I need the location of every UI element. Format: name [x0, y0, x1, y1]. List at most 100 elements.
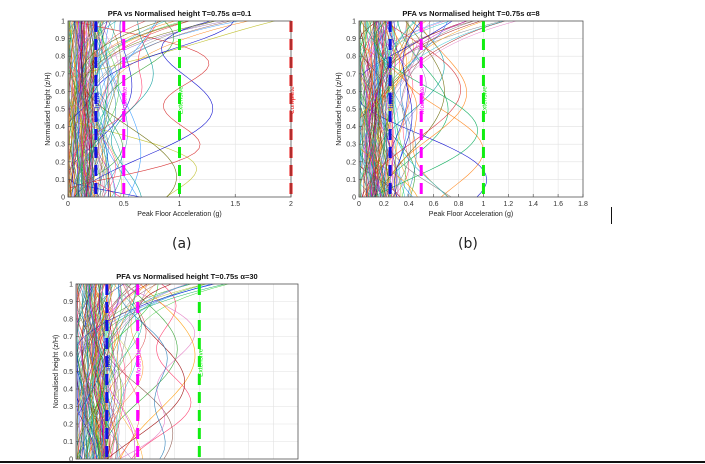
series-line	[70, 20, 81, 198]
page-bottom-rule	[0, 461, 705, 463]
series-line	[76, 284, 85, 460]
y-tick-labels: 0 0.1 0.2 0.3 0.4 0.5 0.6 0.7 0.8 0.9 1	[55, 19, 71, 202]
chart-title: PFA vs Normalised height T=0.75s α=30	[116, 272, 257, 281]
y-tick-label: 1	[61, 19, 65, 26]
series-line	[76, 283, 105, 460]
series-line	[394, 20, 422, 198]
y-tick-label: 0.1	[55, 177, 65, 184]
series-line	[79, 283, 107, 460]
limit-line-extensive: Extensive	[197, 284, 204, 459]
y-tick-label: 0.3	[63, 404, 73, 411]
series-line	[369, 20, 393, 198]
limit-line-moderate: Moderate	[122, 21, 129, 197]
series-line	[77, 20, 91, 198]
series-line	[384, 20, 409, 198]
chart-panel-1: Imme Moderate Extensive Complete00.10.20.30…	[45, 9, 296, 218]
limit-line-label: Moderate	[136, 349, 143, 377]
series-line	[74, 20, 86, 198]
series-line	[390, 20, 406, 198]
x-tick-label: 0	[357, 201, 361, 208]
y-tick-label: 0.5	[63, 369, 73, 376]
series-line	[76, 283, 94, 460]
series-line	[80, 20, 177, 198]
x-tick-label: 1.4	[528, 201, 538, 208]
series-line	[82, 20, 88, 198]
x-tick-label: 1.2	[503, 201, 513, 208]
limit-line-label: Imme	[94, 92, 101, 109]
series-line	[372, 20, 390, 198]
series-line	[94, 283, 151, 459]
series-line	[68, 20, 210, 197]
limit-line-label: Moderate	[419, 86, 426, 114]
x-tick-label: 0.8	[454, 201, 464, 208]
y-tick-label: 0.3	[55, 142, 65, 149]
limit-line-label: Imme	[105, 354, 112, 371]
series-line	[362, 20, 386, 198]
series-line	[86, 20, 95, 198]
series-line	[83, 283, 112, 460]
y-tick-label: 0.2	[55, 159, 65, 166]
series-bundle	[359, 20, 517, 198]
series-line	[96, 20, 128, 198]
x-tick-label: 1	[481, 201, 485, 208]
series-line	[374, 20, 414, 198]
series-line	[105, 20, 142, 198]
series-line	[370, 20, 393, 198]
caption-a: (a)	[172, 236, 192, 252]
y-tick-label: 0.1	[63, 439, 73, 446]
x-tick-label: 0	[66, 201, 70, 208]
series-line	[89, 20, 116, 198]
y-tick-label: 0.4	[346, 124, 356, 131]
series-line	[372, 20, 468, 198]
limit-line-moderate: Moderate	[419, 21, 426, 197]
series-line	[75, 20, 83, 198]
series-line	[90, 283, 123, 460]
series-line	[375, 20, 517, 198]
series-line	[90, 283, 116, 460]
series-line	[386, 20, 395, 198]
series-line	[69, 20, 87, 197]
series-line	[106, 283, 185, 460]
y-tick-label: 1	[69, 282, 73, 289]
series-line	[96, 20, 249, 198]
chart-title: PFA vs Normalised height T=0.75s α=0.1	[108, 9, 252, 18]
series-line	[373, 20, 388, 198]
series-line	[84, 20, 109, 198]
series-line	[83, 20, 185, 198]
series-line	[377, 20, 423, 198]
series-line	[370, 20, 380, 198]
series-line	[94, 283, 109, 460]
y-tick-label: 0.6	[55, 89, 65, 96]
series-line	[131, 283, 192, 460]
series-line	[76, 284, 92, 460]
series-line	[367, 20, 462, 198]
series-line	[372, 20, 393, 198]
y-tick-label: 0.5	[55, 107, 65, 114]
y-tick-label: 0.7	[55, 71, 65, 78]
y-tick-label: 0.6	[346, 89, 356, 96]
series-line	[76, 283, 88, 460]
y-tick-labels: 0 0.1 0.2 0.3 0.4 0.5 0.6 0.7 0.8 0.9 1	[346, 19, 362, 202]
y-tick-label: 0.8	[55, 54, 65, 61]
series-line	[76, 20, 120, 198]
x-tick-label: 1	[178, 201, 182, 208]
limit-line-moderate: Moderate	[136, 284, 143, 459]
y-tick-label: 0.2	[63, 422, 73, 429]
y-tick-label: 0.4	[63, 387, 73, 394]
series-line	[372, 20, 478, 198]
series-line	[77, 283, 88, 460]
series-line	[359, 21, 374, 198]
series-line	[392, 20, 431, 198]
series-line	[97, 283, 147, 460]
x-tick-labels: 0 0.5 1 1.5 2	[66, 194, 293, 208]
chart-title: PFA vs Normalised height T=0.75s α=8	[402, 9, 539, 18]
series-line	[109, 283, 126, 460]
series-line	[90, 20, 110, 198]
x-tick-label: 1.5	[230, 201, 240, 208]
y-axis-label: Normalised height (z/H)	[336, 72, 343, 146]
y-tick-label: 0.7	[63, 334, 73, 341]
series-line	[90, 283, 109, 460]
series-line	[120, 283, 196, 460]
x-tick-label: 2	[289, 201, 293, 208]
